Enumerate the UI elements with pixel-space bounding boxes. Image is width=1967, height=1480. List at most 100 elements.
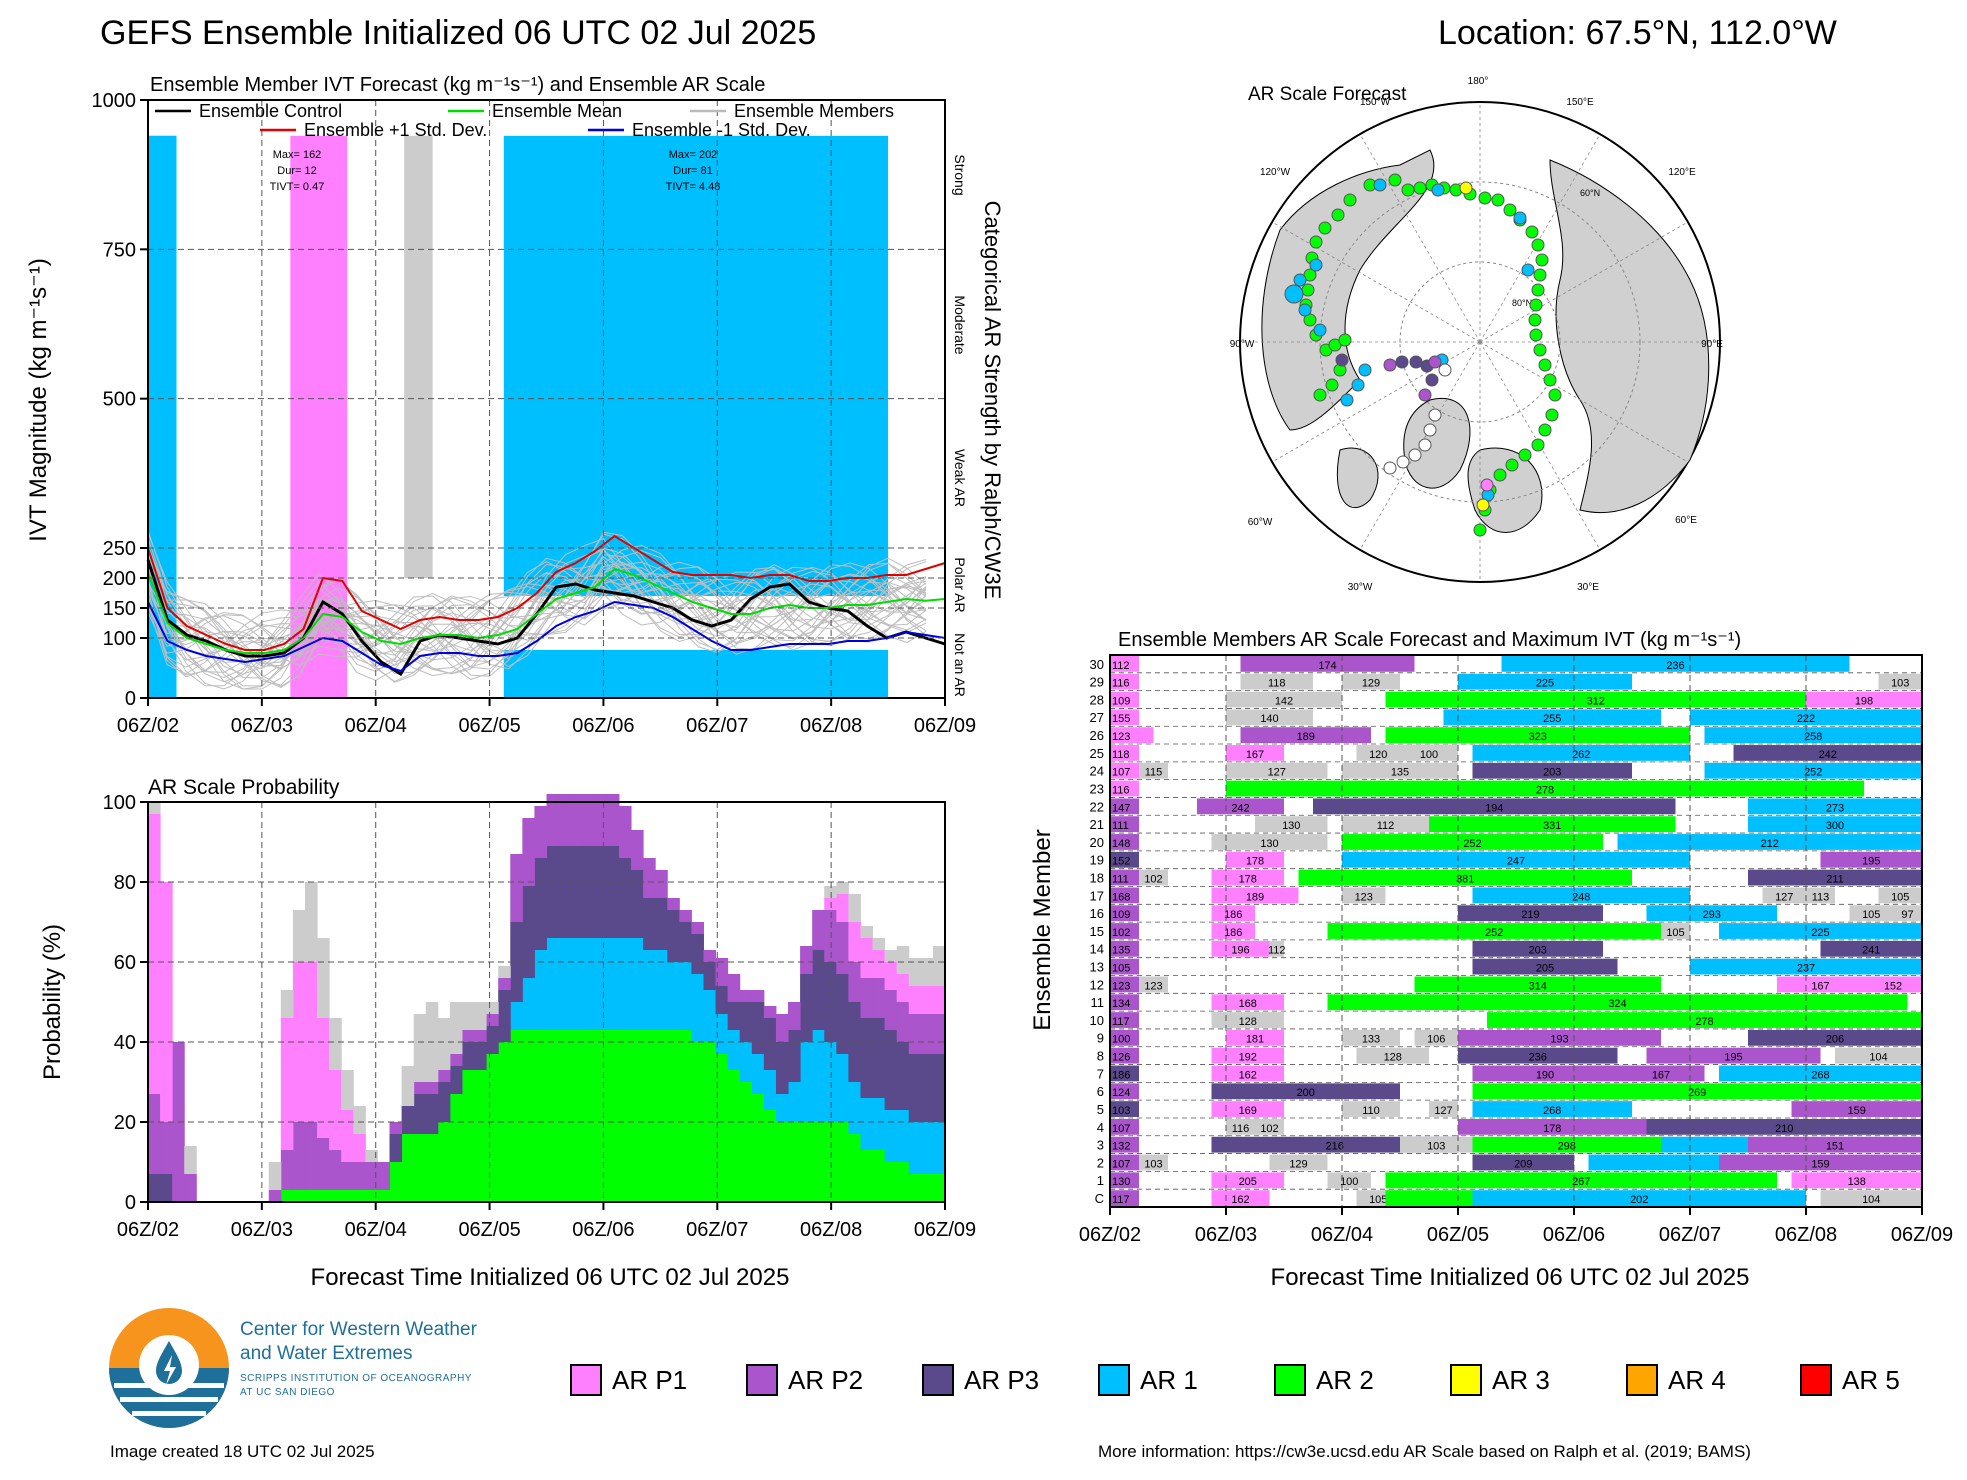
prob-bar [522, 978, 535, 1030]
prob-bar [280, 1150, 294, 1190]
prob-bar [920, 958, 934, 986]
prob-bar [643, 1030, 656, 1202]
prob-bar [534, 858, 547, 950]
member-label: 8 [1097, 1049, 1104, 1064]
prob-bar [884, 1162, 898, 1202]
member-max-ivt: 195 [1862, 856, 1880, 868]
prob-bar [812, 950, 825, 1030]
prob-bar [932, 946, 946, 986]
ensemble-member-line [147, 562, 927, 680]
member-max-ivt: 134 [1112, 998, 1130, 1010]
x-tick-label: 06Z/04 [345, 1219, 407, 1241]
member-max-ivt: 138 [1848, 1176, 1866, 1188]
prob-bar [437, 1070, 451, 1082]
ar-dot [1408, 448, 1422, 462]
legend-item-ar-4: AR 4 [1626, 1362, 1726, 1398]
prob-bar [317, 938, 330, 1018]
ar-dot [1338, 333, 1352, 347]
member-segment [1342, 834, 1603, 850]
member-max-ivt: 123 [1355, 891, 1373, 903]
legend-label: AR P3 [964, 1364, 1040, 1395]
member-max-ivt: 168 [1239, 998, 1257, 1010]
member-segment [1240, 727, 1371, 744]
prob-bar [908, 986, 922, 1014]
prob-bar [643, 858, 656, 898]
prob-bar [884, 1110, 898, 1162]
logo-line-1: Center for Western Weather [240, 1319, 477, 1340]
member-max-ivt: 178 [1543, 1123, 1561, 1135]
member-max-ivt: 135 [1391, 767, 1409, 779]
member-segment [1110, 1154, 1139, 1171]
member-segment [1110, 905, 1139, 922]
lon-label: 150°E [1566, 97, 1594, 108]
member-max-ivt: 189 [1297, 731, 1315, 743]
ar-dot [1358, 363, 1372, 377]
member-max-ivt: 242 [1231, 802, 1249, 814]
ar-dot [1335, 353, 1349, 367]
member-max-ivt: 111 [1112, 873, 1129, 885]
prob-bar [280, 1190, 294, 1202]
member-segment [1211, 1172, 1284, 1189]
member-segment [1458, 673, 1632, 690]
prob-bar [739, 990, 753, 1002]
prob-bar [800, 946, 813, 974]
y-tick-label: 150 [103, 598, 136, 620]
member-segment [1472, 1190, 1806, 1206]
member-max-ivt: 130 [1282, 820, 1300, 832]
member-max-ivt: 298 [1558, 1141, 1576, 1153]
member-max-ivt: 331 [1543, 820, 1561, 832]
member-segment [1226, 1118, 1255, 1135]
prob-bar [727, 1030, 741, 1070]
x-tick-label: 06Z/09 [914, 1219, 976, 1241]
member-segment [1414, 976, 1661, 993]
ar-dot [1313, 388, 1327, 402]
member-max-ivt: 127 [1775, 891, 1793, 903]
member-label: 17 [1090, 888, 1104, 903]
prob-bar [606, 846, 620, 938]
lat-label: 60°N [1580, 188, 1600, 198]
prob-bar [703, 950, 717, 962]
prob-bar [317, 1138, 330, 1190]
prob-ylabel: Probability (%) [39, 924, 66, 1080]
prob-bar [582, 846, 596, 938]
x-tick-label: 06Z/05 [458, 1219, 520, 1241]
prob-bar [788, 1122, 801, 1202]
prob-bar [896, 1110, 910, 1162]
prob-bar [401, 1106, 415, 1134]
member-segment [1820, 940, 1922, 957]
ar-dot [1491, 193, 1505, 207]
prob-bar [498, 1042, 511, 1202]
member-segment [1356, 745, 1400, 761]
member-max-ivt: 203 [1529, 945, 1547, 957]
legend-item-ar-5: AR 5 [1800, 1362, 1900, 1398]
member-segment [1298, 869, 1632, 886]
member-max-ivt: 178 [1239, 873, 1257, 885]
member-label: 15 [1090, 924, 1104, 939]
cw3e-name: Center for Western Weather and Water Ext… [240, 1318, 477, 1400]
prob-bar [184, 1174, 197, 1202]
member-segment [1617, 1065, 1705, 1082]
prob-bar [304, 1190, 318, 1202]
prob-bar [570, 846, 584, 938]
member-label: 22 [1090, 799, 1104, 814]
member-max-ivt: 107 [1112, 1158, 1130, 1170]
member-max-ivt: 123 [1112, 731, 1130, 743]
member-segment [1791, 1101, 1922, 1117]
land-mass [1403, 398, 1471, 489]
prob-bar [461, 1002, 475, 1030]
member-segment [1211, 834, 1328, 850]
member-max-ivt: 112 [1268, 945, 1286, 957]
prob-bar [317, 1190, 330, 1202]
y-tick-label: 1000 [92, 90, 137, 112]
ar-dot [1529, 328, 1543, 342]
member-segment [1487, 1012, 1922, 1028]
member-max-ivt: 323 [1529, 731, 1547, 743]
member-max-ivt: 159 [1848, 1105, 1866, 1117]
prob-bar [329, 1190, 342, 1202]
member-segment [1617, 834, 1922, 850]
member-segment [1458, 1047, 1618, 1064]
member-segment [1472, 940, 1603, 957]
lon-label: 90°W [1230, 339, 1255, 350]
member-max-ivt: 106 [1427, 1034, 1445, 1046]
member-max-ivt: 181 [1246, 1034, 1264, 1046]
